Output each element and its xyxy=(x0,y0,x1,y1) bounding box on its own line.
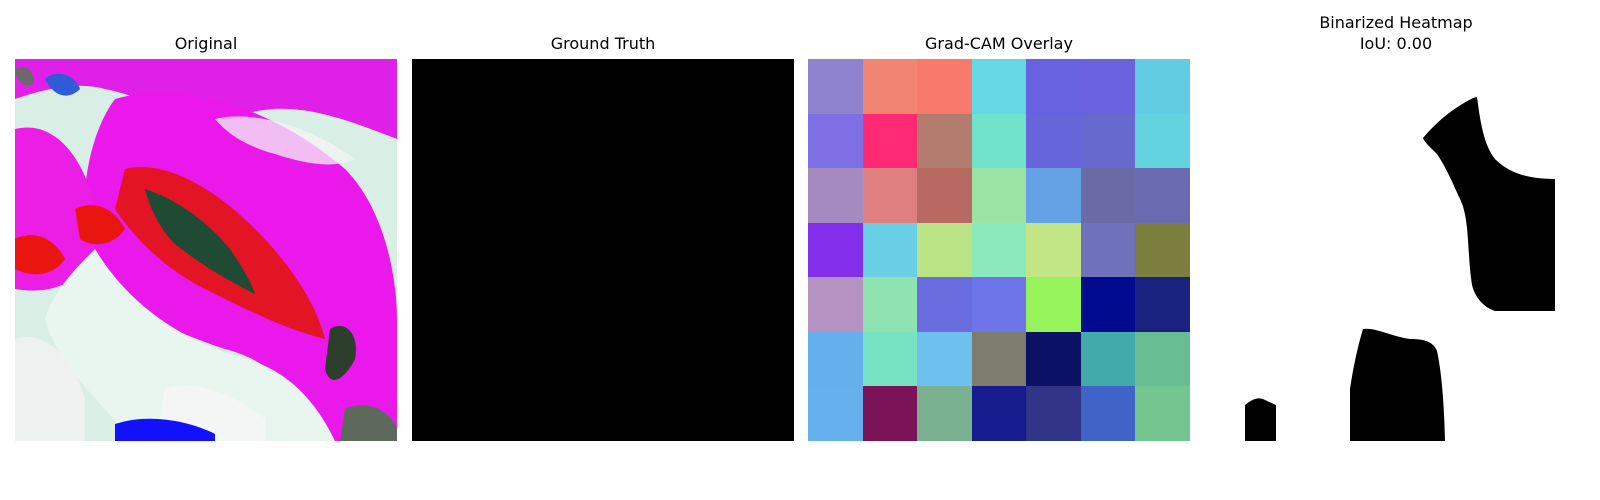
gradcam-cell xyxy=(862,386,918,441)
gradcam-cell xyxy=(862,331,918,387)
gradcam-cell xyxy=(917,331,972,387)
gradcam-cell xyxy=(917,113,972,169)
gradcam-cell xyxy=(971,168,1027,223)
gradcam-overlay-title: Grad-CAM Overlay xyxy=(925,34,1073,53)
gradcam-cell xyxy=(808,168,863,223)
gradcam-cell xyxy=(971,277,1027,332)
gradcam-cell xyxy=(917,386,972,441)
gradcam-cell xyxy=(971,386,1027,441)
gradcam-cell xyxy=(1026,277,1081,332)
gradcam-cell xyxy=(971,222,1027,278)
gradcam-cell xyxy=(971,331,1027,387)
gradcam-cell xyxy=(1026,386,1081,441)
gradcam-cell xyxy=(862,113,918,169)
gradcam-cell xyxy=(808,277,863,332)
gradcam-cell xyxy=(1135,113,1190,169)
gradcam-cell xyxy=(1135,331,1190,387)
gradcam-cell xyxy=(917,59,972,114)
gradcam-cell xyxy=(1026,331,1081,387)
original-title: Original xyxy=(174,34,238,53)
gradcam-cell xyxy=(971,59,1027,114)
gradcam-cell xyxy=(862,277,918,332)
gradcam-cell xyxy=(1026,113,1081,169)
gradcam-grid xyxy=(808,59,1190,441)
heatmap-blob-bottom-left xyxy=(1245,398,1276,441)
gradcam-cell xyxy=(1080,331,1136,387)
heatmap-blob-bottom-center xyxy=(1350,328,1445,441)
gradcam-cell xyxy=(1080,59,1136,114)
gradcam-cell xyxy=(808,386,863,441)
gradcam-overlay-image xyxy=(808,59,1190,441)
gradcam-cell xyxy=(862,59,918,114)
gradcam-cell xyxy=(1135,222,1190,278)
gradcam-cell xyxy=(808,113,863,169)
gradcam-cell xyxy=(1135,168,1190,223)
gradcam-cell xyxy=(1135,59,1190,114)
gradcam-cell xyxy=(1080,277,1136,332)
gradcam-cell xyxy=(917,222,972,278)
gradcam-cell xyxy=(808,222,863,278)
gradcam-cell xyxy=(1080,222,1136,278)
gradcam-cell xyxy=(1135,277,1190,332)
gradcam-cell xyxy=(917,168,972,223)
heatmap-blob-top-right xyxy=(1423,97,1555,311)
original-image xyxy=(15,59,397,441)
ground-truth-mask xyxy=(412,59,794,441)
gradcam-cell xyxy=(1080,386,1136,441)
gradcam-cell xyxy=(971,113,1027,169)
gradcam-cell xyxy=(1026,222,1081,278)
gradcam-cell xyxy=(808,331,863,387)
gradcam-cell xyxy=(1080,113,1136,169)
gradcam-cell xyxy=(1135,386,1190,441)
gradcam-cell xyxy=(1080,168,1136,223)
gradcam-cell xyxy=(1026,168,1081,223)
binarized-heatmap-title: Binarized Heatmap IoU: 0.00 xyxy=(1319,13,1473,53)
binarized-heatmap-image xyxy=(1205,59,1587,441)
gradcam-cell xyxy=(862,168,918,223)
gradcam-cell xyxy=(1026,59,1081,114)
gradcam-cell xyxy=(917,277,972,332)
ground-truth-title: Ground Truth xyxy=(550,34,656,53)
gradcam-cell xyxy=(862,222,918,278)
gradcam-cell xyxy=(808,59,863,114)
